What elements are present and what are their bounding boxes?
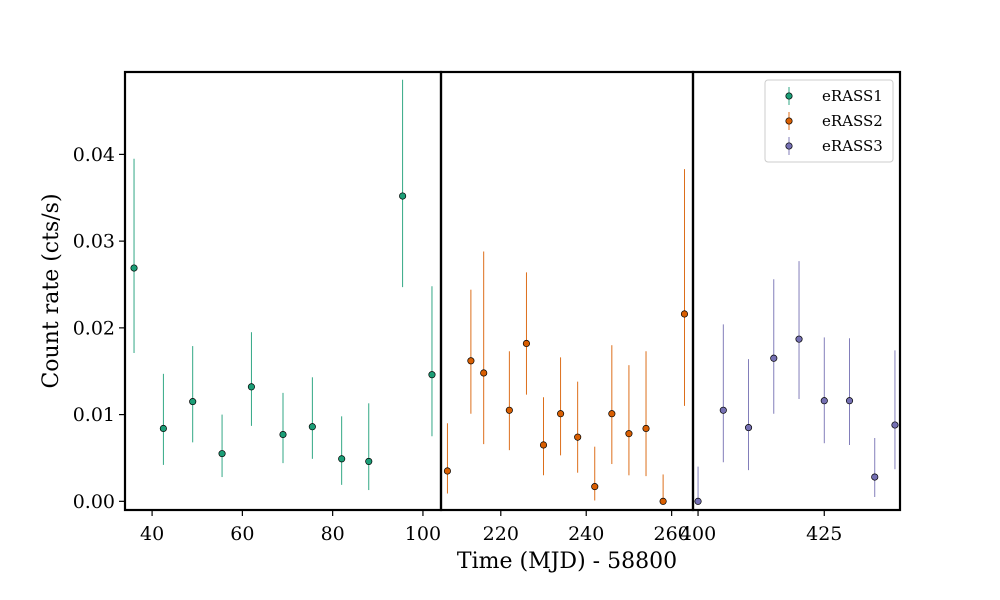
data-point xyxy=(279,430,287,439)
data-point xyxy=(338,455,346,463)
data-point xyxy=(820,397,828,405)
legend-item-erass2: eRASS2 xyxy=(785,112,883,130)
data-point xyxy=(467,357,475,365)
data-point xyxy=(365,457,373,465)
legend-frame xyxy=(764,79,894,163)
legend: eRASS1 eRASS2 eRASS3 xyxy=(764,79,894,163)
legend-label: eRASS1 xyxy=(822,87,883,105)
data-point xyxy=(659,497,667,505)
data-point xyxy=(189,398,197,406)
y-tick-label: 0.00 xyxy=(73,491,115,513)
data-point xyxy=(505,406,513,414)
legend-label: eRASS3 xyxy=(822,137,883,155)
data-point xyxy=(218,450,226,458)
data-point xyxy=(891,421,899,429)
data-point xyxy=(591,483,599,491)
y-tick-label: 0.01 xyxy=(73,404,115,426)
x-tick-label: 400 xyxy=(680,523,716,545)
data-point xyxy=(130,264,138,272)
x-tick-label: 40 xyxy=(140,523,164,545)
y-tick-label: 0.03 xyxy=(73,231,115,253)
data-point xyxy=(608,410,616,418)
data-point xyxy=(744,424,753,432)
legend-item-erass1: eRASS1 xyxy=(785,87,883,105)
data-point xyxy=(642,424,650,433)
data-point xyxy=(719,406,727,414)
x-tick-label: 240 xyxy=(568,523,604,545)
data-point xyxy=(871,473,879,481)
data-point xyxy=(159,424,167,433)
x-tick-label: 60 xyxy=(230,523,254,545)
data-point xyxy=(308,423,316,431)
data-point xyxy=(522,339,530,348)
legend-marker xyxy=(785,117,793,125)
data-point xyxy=(399,192,407,200)
data-point xyxy=(625,430,633,438)
y-tick-label: 0.02 xyxy=(73,317,115,339)
y-axis: 0.00 0.01 0.02 0.03 0.04 xyxy=(73,144,125,513)
x-tick-label: 425 xyxy=(806,523,842,545)
panel-erass1: 40 60 80 100 xyxy=(123,70,443,545)
legend-marker xyxy=(785,92,793,100)
y-axis-label: Count rate (cts/s) xyxy=(39,193,64,388)
legend-label: eRASS2 xyxy=(822,112,883,130)
data-point xyxy=(770,354,778,362)
data-point xyxy=(694,497,702,505)
x-axis-label: Time (MJD) - 58800 xyxy=(457,549,677,574)
legend-marker xyxy=(785,142,793,150)
x-tick-label: 260 xyxy=(654,523,690,545)
data-point xyxy=(428,371,436,379)
panel-frame xyxy=(691,70,902,512)
y-tick-label: 0.04 xyxy=(73,144,115,166)
data-point xyxy=(557,410,565,418)
data-point xyxy=(480,369,488,377)
x-tick-label: 80 xyxy=(321,523,345,545)
data-point xyxy=(539,441,548,449)
data-point xyxy=(680,310,689,318)
data-point xyxy=(845,397,854,405)
data-point xyxy=(574,433,582,441)
data-point xyxy=(443,467,451,475)
panel-erass3: 400 425 xyxy=(680,70,902,545)
data-point xyxy=(247,383,255,391)
panel-frame xyxy=(439,70,695,512)
panel-erass2: 220 240 260 xyxy=(439,70,695,545)
x-tick-label: 100 xyxy=(405,523,441,545)
x-tick-label: 220 xyxy=(483,523,519,545)
data-point xyxy=(795,335,803,343)
legend-item-erass3: eRASS3 xyxy=(785,137,883,155)
